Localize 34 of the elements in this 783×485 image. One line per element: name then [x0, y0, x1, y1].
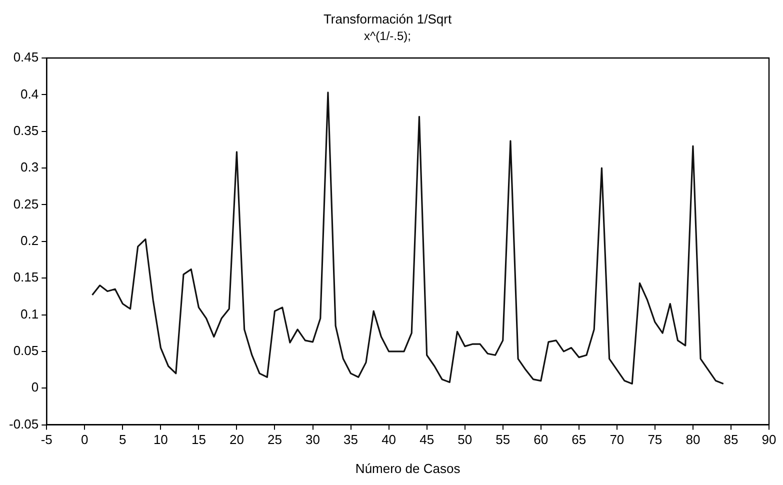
x-tick-label: 60: [534, 432, 548, 448]
x-tick-label: 90: [762, 432, 776, 448]
x-tick-label: 50: [458, 432, 472, 448]
x-tick-label: -5: [40, 432, 52, 448]
x-tick-label: 35: [344, 432, 358, 448]
x-tick-label: 85: [724, 432, 738, 448]
x-tick-label: 40: [382, 432, 396, 448]
x-tick-label: 55: [496, 432, 510, 448]
chart-title: Transformación 1/Sqrt: [323, 11, 452, 26]
x-tick-label: 5: [119, 432, 126, 448]
x-tick-label: 75: [648, 432, 662, 448]
x-axis-title: Número de Casos: [355, 460, 461, 476]
x-tick-label: 65: [572, 432, 586, 448]
x-tick-label: 25: [268, 432, 282, 448]
x-tick-label: 80: [686, 432, 700, 448]
x-tick-label: 30: [306, 432, 320, 448]
x-tick-label: 10: [153, 432, 168, 448]
y-tick-label: 0: [31, 380, 39, 395]
x-tick-label: 45: [420, 432, 434, 448]
x-tick-label: 20: [229, 432, 244, 448]
y-tick-label: 0.1: [20, 306, 39, 322]
x-tick-label: 15: [191, 432, 206, 448]
y-tick-label: 0.35: [13, 122, 39, 138]
y-tick-label: 0.3: [20, 160, 39, 175]
x-tick-label: 0: [81, 432, 88, 448]
y-tick-label: 0.15: [13, 270, 39, 285]
y-tick-label: 0.2: [20, 232, 39, 248]
y-tick-label: 0.25: [13, 196, 39, 212]
y-tick-label: 0.05: [13, 343, 39, 358]
y-tick-label: 0.45: [13, 50, 39, 65]
x-tick-label: 70: [610, 432, 624, 448]
y-tick-label: 0.4: [20, 86, 39, 102]
chart-subtitle: x^(1/-.5);: [364, 29, 411, 44]
y-tick-label: -0.05: [8, 416, 39, 432]
